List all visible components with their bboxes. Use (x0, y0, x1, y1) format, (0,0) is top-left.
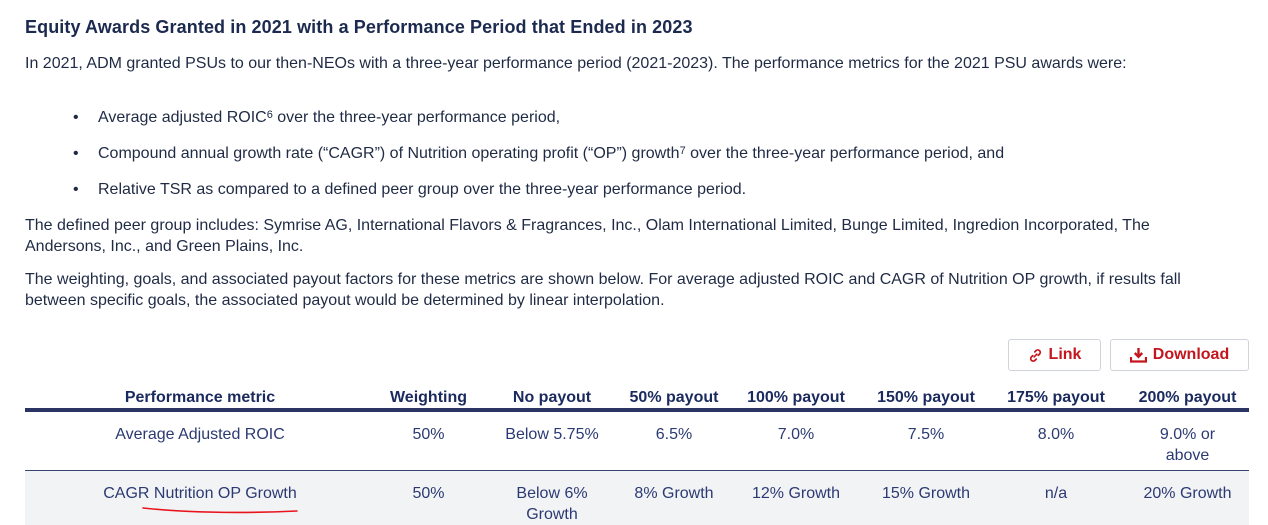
link-button[interactable]: Link (1008, 339, 1101, 371)
link-button-label: Link (1049, 346, 1082, 364)
header-175-payout: 175% payout (986, 378, 1126, 410)
table-cell: Below 6% Growth (482, 471, 622, 525)
red-underline-annotation (141, 505, 303, 517)
table-cell: 8% Growth (622, 471, 726, 525)
table-cell: 7.0% (726, 410, 866, 471)
header-performance-metric: Performance metric (25, 378, 375, 410)
peer-group-paragraph: The defined peer group includes: Symrise… (25, 215, 1230, 257)
table-cell: 20% Growth (1126, 471, 1249, 525)
table-cell: n/a (986, 471, 1126, 525)
table-cell: 7.5% (866, 410, 986, 471)
payout-table: Performance metric Weighting No payout 5… (25, 378, 1249, 525)
table-row: Average Adjusted ROIC 50% Below 5.75% 6.… (25, 410, 1249, 471)
header-100-payout: 100% payout (726, 378, 866, 410)
download-button-label: Download (1153, 346, 1229, 364)
link-icon (1028, 348, 1043, 363)
header-50-payout: 50% payout (622, 378, 726, 410)
download-icon (1130, 347, 1147, 363)
table-header-row: Performance metric Weighting No payout 5… (25, 378, 1249, 410)
bullet: • (73, 107, 79, 128)
table-cell: 6.5% (622, 410, 726, 471)
bullet-text: Relative TSR as compared to a defined pe… (98, 181, 746, 198)
download-button[interactable]: Download (1110, 339, 1249, 371)
bullet-text: Compound annual growth rate (“CAGR”) of … (98, 145, 680, 162)
table-cell: Below 5.75% (482, 410, 622, 471)
header-150-payout: 150% payout (866, 378, 986, 410)
list-item: • Average adjusted ROIC6 over the three-y… (25, 107, 1004, 143)
table-cell: 12% Growth (726, 471, 866, 525)
table-cell: 9.0% or above (1126, 410, 1249, 471)
bullet: • (73, 179, 79, 200)
weighting-paragraph: The weighting, goals, and associated pay… (25, 269, 1230, 311)
header-weighting: Weighting (375, 378, 482, 410)
header-no-payout: No payout (482, 378, 622, 410)
table-cell: 15% Growth (866, 471, 986, 525)
header-200-payout: 200% payout (1126, 378, 1249, 410)
bullet: • (73, 143, 79, 164)
footnote-ref[interactable]: 6 (267, 109, 273, 121)
bullet-text-rest: over the three-year performance period, (273, 109, 560, 126)
footnote-ref[interactable]: 7 (680, 145, 686, 157)
table-cell: Average Adjusted ROIC (25, 410, 375, 471)
list-item: • Relative TSR as compared to a defined p… (25, 179, 1004, 215)
table-cell: 50% (375, 471, 482, 525)
intro-paragraph: In 2021, ADM granted PSUs to our then-NE… (25, 53, 1230, 74)
metrics-list: • Average adjusted ROIC6 over the three-y… (25, 107, 1004, 215)
bullet-text: Average adjusted ROIC (98, 109, 267, 126)
list-item: • Compound annual growth rate (“CAGR”) of… (25, 143, 1004, 179)
table-cell: 8.0% (986, 410, 1126, 471)
section-title: Equity Awards Granted in 2021 with a Per… (25, 17, 693, 38)
table-cell: 50% (375, 410, 482, 471)
bullet-text-rest: over the three-year performance period, … (686, 145, 1004, 162)
